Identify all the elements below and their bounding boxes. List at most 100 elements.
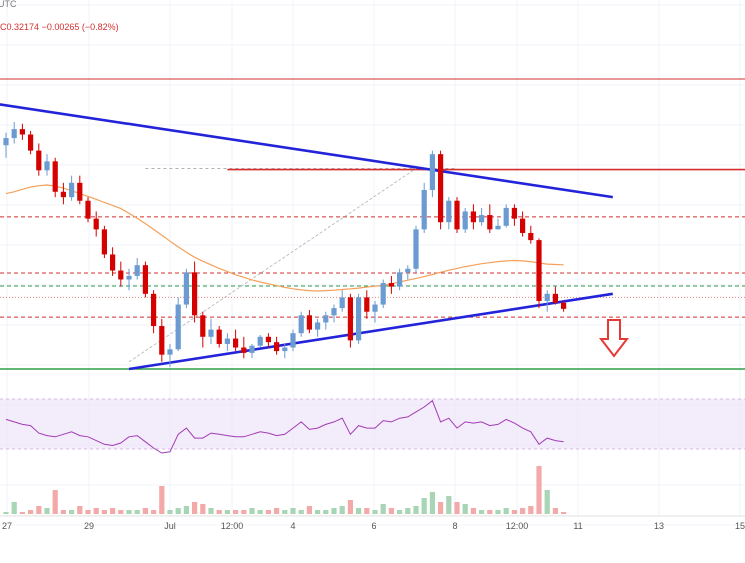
price-change: −0.00265 (−0.82%): [41, 22, 119, 32]
candle-body: [446, 200, 452, 223]
volume-bar: [249, 508, 255, 514]
volume-bar: [503, 508, 509, 514]
volume-bar: [101, 510, 107, 514]
candle-body: [503, 207, 509, 226]
candle-body: [151, 293, 157, 327]
descending-resistance-line: [0, 103, 613, 199]
candle-body: [552, 293, 558, 303]
candle-body: [413, 229, 419, 269]
volume-bar: [60, 510, 66, 514]
volume-bar: [454, 502, 460, 514]
rsi-band: [0, 399, 745, 449]
candle-body: [60, 191, 66, 198]
candle-body: [69, 182, 75, 198]
x-tick-label: 6: [371, 521, 376, 531]
volume-bar: [142, 508, 148, 514]
candle-body: [397, 272, 403, 287]
candle-body: [265, 336, 271, 343]
candle-body: [36, 150, 42, 171]
trendlines: [0, 103, 613, 371]
candle-body: [479, 215, 485, 223]
volume-bar: [479, 510, 485, 514]
volume-bar: [167, 510, 173, 514]
candle-body: [224, 338, 230, 344]
candle-body: [487, 215, 493, 230]
candle-body: [561, 302, 567, 309]
volume-bar: [429, 492, 435, 514]
volume-bar: [347, 500, 353, 514]
candle-body: [429, 154, 435, 190]
x-tick-label: 11: [573, 521, 582, 531]
candle-body: [118, 270, 124, 280]
volume-bar: [265, 510, 271, 514]
volume-bar: [364, 508, 370, 514]
volume-bars: [3, 466, 567, 514]
volume-bar: [175, 508, 181, 514]
candle-body: [257, 336, 263, 346]
candle-body: [282, 347, 288, 352]
volume-bar: [544, 490, 550, 514]
candle-body: [85, 200, 91, 219]
candle-body: [315, 322, 321, 330]
volume-bar: [282, 510, 288, 514]
candle-body: [52, 161, 58, 192]
volume-bar: [495, 510, 501, 514]
volume-bar: [192, 502, 198, 514]
volume-bar: [528, 506, 534, 514]
volume-bar: [93, 508, 99, 514]
candle-body: [208, 329, 214, 337]
candle-body: [364, 297, 370, 312]
candle-body: [454, 200, 460, 230]
volume-bar: [446, 496, 452, 514]
candle-body: [347, 297, 353, 341]
x-tick-label: 8: [452, 521, 457, 531]
volume-bar: [306, 506, 312, 514]
volume-bar: [274, 508, 280, 514]
down-arrow-icon: [598, 319, 630, 358]
volume-bar: [241, 510, 247, 514]
candle-body: [421, 189, 427, 230]
candle-body: [290, 333, 296, 348]
x-tick-label: 15: [735, 521, 745, 531]
candle-body: [126, 275, 132, 280]
volume-bar: [85, 510, 91, 514]
volume-bar: [3, 512, 9, 514]
volume-bar: [77, 506, 83, 514]
x-tick-label: 13: [654, 521, 664, 531]
candle-body: [438, 154, 444, 223]
volume-bar: [487, 510, 493, 514]
candle-body: [520, 218, 526, 233]
volume-bar: [126, 510, 132, 514]
volume-bar: [470, 508, 476, 514]
candle-body: [175, 304, 181, 350]
volume-bar: [520, 508, 526, 514]
volume-bar: [151, 510, 157, 514]
candle-body: [405, 268, 411, 273]
rsi-line: [5, 399, 564, 454]
volume-bar: [224, 510, 230, 514]
x-tick-label: Jul: [164, 521, 176, 531]
candle-body: [200, 315, 206, 337]
volume-bar: [511, 510, 517, 514]
candle-body: [93, 218, 99, 230]
candle-body: [470, 211, 476, 223]
volume-bar: [183, 506, 189, 514]
fib-diagonal-line: [128, 168, 417, 363]
volume-bar: [339, 506, 345, 514]
candle-body: [331, 308, 337, 316]
arrow-shape: [598, 319, 630, 358]
volume-bar: [331, 508, 337, 514]
candle-body: [134, 265, 140, 276]
candle-body: [110, 254, 116, 271]
candle-body: [380, 283, 386, 305]
volume-bar: [28, 510, 34, 514]
candle-body: [216, 329, 222, 344]
candle-body: [536, 240, 542, 301]
volume-bar: [290, 508, 296, 514]
candle-body: [167, 349, 173, 355]
volume-bar: [298, 510, 304, 514]
candle-body: [183, 272, 189, 305]
volume-bar: [388, 508, 394, 514]
